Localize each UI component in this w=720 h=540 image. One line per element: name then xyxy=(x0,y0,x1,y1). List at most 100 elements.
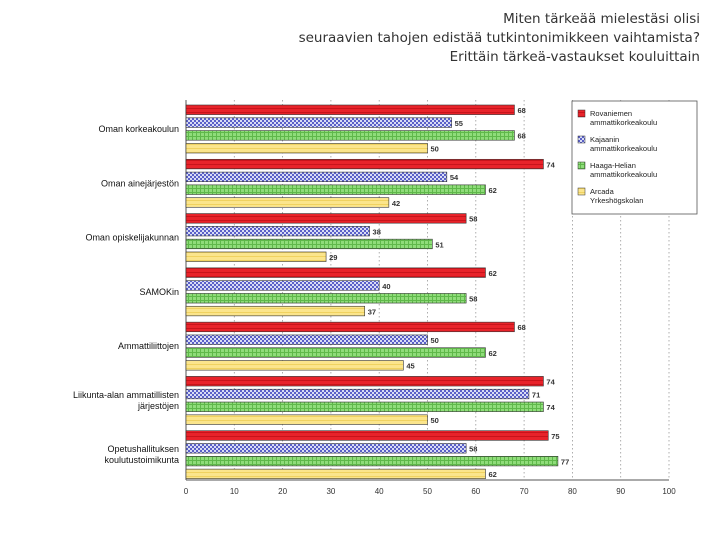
category-label-line: Liikunta-alan ammatillisten xyxy=(73,390,179,400)
bar-haaga xyxy=(185,456,559,467)
data-label: 68 xyxy=(517,323,525,332)
x-tick-label: 40 xyxy=(375,487,384,496)
bar-arcada xyxy=(185,143,428,154)
bar-rovaniemi xyxy=(185,376,544,387)
x-tick-label: 20 xyxy=(278,487,287,496)
legend-box xyxy=(571,100,698,215)
bar-rovaniemi xyxy=(185,321,515,333)
category-label: Ammattiliittojen xyxy=(118,341,179,351)
data-label: 50 xyxy=(431,416,439,425)
bar-haaga xyxy=(185,130,515,141)
bar-rovaniemi xyxy=(185,430,549,441)
legend-swatch-rovaniemi xyxy=(577,109,586,118)
category-label: Opetushallituksen koulutustoimikunta xyxy=(104,444,179,465)
data-label: 62 xyxy=(488,349,496,358)
x-tick-label: 70 xyxy=(520,487,529,496)
bar-haaga xyxy=(185,293,467,304)
legend-label-line: ammattikorkeakoulu xyxy=(590,144,657,153)
category-label-line: Oman ainejärjestön xyxy=(101,178,179,188)
category-label-line: järjestöjen xyxy=(137,401,179,411)
data-label: 71 xyxy=(532,390,540,399)
data-label: 74 xyxy=(546,378,555,387)
bar-kajaani xyxy=(185,171,448,182)
legend-label: Arcada Yrkeshögskolan xyxy=(590,187,643,205)
data-label: 51 xyxy=(435,240,443,249)
bar-arcada xyxy=(185,468,486,480)
data-label: 50 xyxy=(431,336,439,345)
data-label: 54 xyxy=(450,173,459,182)
category-label-line: SAMOKin xyxy=(139,287,179,297)
bar-kajaani xyxy=(185,443,467,454)
data-label: 58 xyxy=(469,445,477,454)
category-label-line: Oman opiskelijakunnan xyxy=(85,233,179,243)
bar-rovaniemi xyxy=(185,213,467,224)
data-label: 62 xyxy=(488,269,496,278)
data-label: 40 xyxy=(382,282,390,291)
x-tick-label: 80 xyxy=(568,487,577,496)
legend-label-line: ammattikorkeakoulu xyxy=(590,170,657,179)
title-line-1: Miten tärkeää mielestäsi olisi xyxy=(503,11,700,27)
legend-swatch-kajaani xyxy=(577,135,586,144)
category-label-line: Oman korkeakoulun xyxy=(98,124,179,134)
data-label: 38 xyxy=(373,227,381,236)
bar-haaga xyxy=(185,347,486,358)
data-label: 68 xyxy=(517,132,525,141)
bar-rovaniemi xyxy=(185,104,515,115)
category-label: Oman opiskelijakunnan xyxy=(85,233,179,243)
data-label: 45 xyxy=(406,362,414,371)
data-label: 62 xyxy=(488,186,496,195)
x-tick-label: 10 xyxy=(230,487,239,496)
data-label: 58 xyxy=(469,215,477,224)
legend-swatch-arcada xyxy=(577,187,586,196)
legend-label-line: Arcada xyxy=(590,187,615,196)
bar-arcada xyxy=(185,305,366,317)
data-label: 74 xyxy=(546,160,555,169)
data-label: 29 xyxy=(329,253,337,262)
data-label: 75 xyxy=(551,432,559,441)
legend-label-line: Yrkeshögskolan xyxy=(590,196,643,205)
bars-layer xyxy=(185,104,559,480)
category-label-line: koulutustoimikunta xyxy=(104,455,179,465)
bar-kajaani xyxy=(185,117,452,128)
legend-label-line: Haaga-Helian xyxy=(590,161,636,170)
legend-label: Kajaanin ammattikorkeakoulu xyxy=(590,135,657,153)
bar-haaga xyxy=(185,184,486,195)
bar-kajaani xyxy=(185,280,380,291)
bar-arcada xyxy=(185,414,428,425)
legend-label: Rovaniemen ammattikorkeakoulu xyxy=(590,109,657,127)
bar-arcada xyxy=(185,251,327,262)
data-label: 62 xyxy=(488,470,496,479)
bar-arcada xyxy=(185,197,390,208)
data-label: 77 xyxy=(561,457,569,466)
x-tick-label: 30 xyxy=(326,487,335,496)
x-tick-label: 50 xyxy=(423,487,432,496)
bar-kajaani xyxy=(185,334,428,345)
data-label: 58 xyxy=(469,295,477,304)
category-label-line: Ammattiliittojen xyxy=(118,341,179,351)
legend-label: Haaga-Helian ammattikorkeakoulu xyxy=(590,161,657,179)
bar-rovaniemi xyxy=(185,158,544,170)
labels-layer: 0 10 20 30 40 50 60 70 80 90 100 68 55 68 50 Oman korke… xyxy=(73,106,676,496)
chart-title-block: Miten tärkeää mielestäsi olisi seuraavie… xyxy=(180,10,700,67)
x-tick-label: 90 xyxy=(616,487,625,496)
category-label: Oman ainejärjestön xyxy=(101,178,179,188)
legend-swatch-haaga xyxy=(577,161,586,170)
title-line-2: seuraavien tahojen edistää tutkintonimik… xyxy=(298,30,700,46)
legend-label-line: ammattikorkeakoulu xyxy=(590,118,657,127)
x-tick-label: 0 xyxy=(184,487,189,496)
bar-haaga xyxy=(185,401,544,412)
bar-haaga xyxy=(185,238,433,250)
bar-kajaani xyxy=(185,226,370,237)
data-label: 55 xyxy=(455,119,463,128)
bar-rovaniemi xyxy=(185,267,486,278)
data-label: 68 xyxy=(517,106,525,115)
category-label-line: Opetushallituksen xyxy=(107,444,179,454)
x-tick-label: 60 xyxy=(471,487,480,496)
data-label: 42 xyxy=(392,199,400,208)
data-label: 50 xyxy=(431,145,439,154)
category-label: SAMOKin xyxy=(139,287,179,297)
data-label: 37 xyxy=(368,307,376,316)
legend-label-line: Rovaniemen xyxy=(590,109,632,118)
